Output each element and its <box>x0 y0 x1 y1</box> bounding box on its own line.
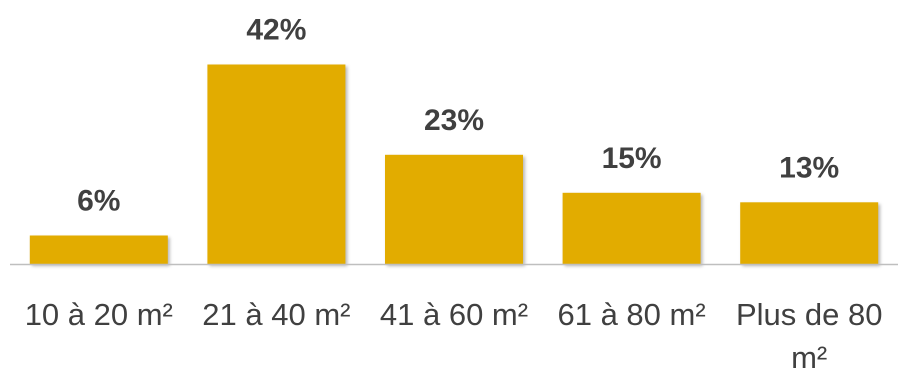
x-tick-label: 61 à 80 m² <box>557 297 705 332</box>
x-tick-label-line: 10 à 20 m² <box>25 297 173 332</box>
bar-value-label: 23% <box>424 104 484 137</box>
x-tick-labels-group: 10 à 20 m² 21 à 40 m² 41 à 60 m² 61 à 80 m²… <box>25 297 883 374</box>
x-tick-label-line: m² <box>791 340 827 374</box>
bar-value-label: 42% <box>246 14 306 47</box>
x-tick-label: 41 à 60 m² <box>380 297 528 332</box>
x-tick-label-line: Plus de 80 <box>736 297 883 332</box>
bar <box>385 154 523 265</box>
bar-value-label: 15% <box>602 142 662 175</box>
bar <box>207 64 346 264</box>
bar <box>29 235 168 264</box>
x-tick-label: 21 à 40 m² <box>202 297 350 332</box>
x-tick-label-line: 61 à 80 m² <box>557 297 705 332</box>
x-tick-label-line: 41 à 60 m² <box>380 297 528 332</box>
bars-group <box>29 64 879 265</box>
x-tick-label: 10 à 20 m² <box>25 297 173 332</box>
bar <box>562 192 701 265</box>
data-labels-group: 6% 42% 23% 15% 13% <box>77 14 839 218</box>
bar <box>740 202 879 265</box>
x-tick-label: Plus de 80 m² <box>736 297 883 374</box>
bar-value-label: 13% <box>779 151 839 184</box>
bar-value-label: 6% <box>77 185 120 218</box>
x-tick-label-line: 21 à 40 m² <box>202 297 350 332</box>
